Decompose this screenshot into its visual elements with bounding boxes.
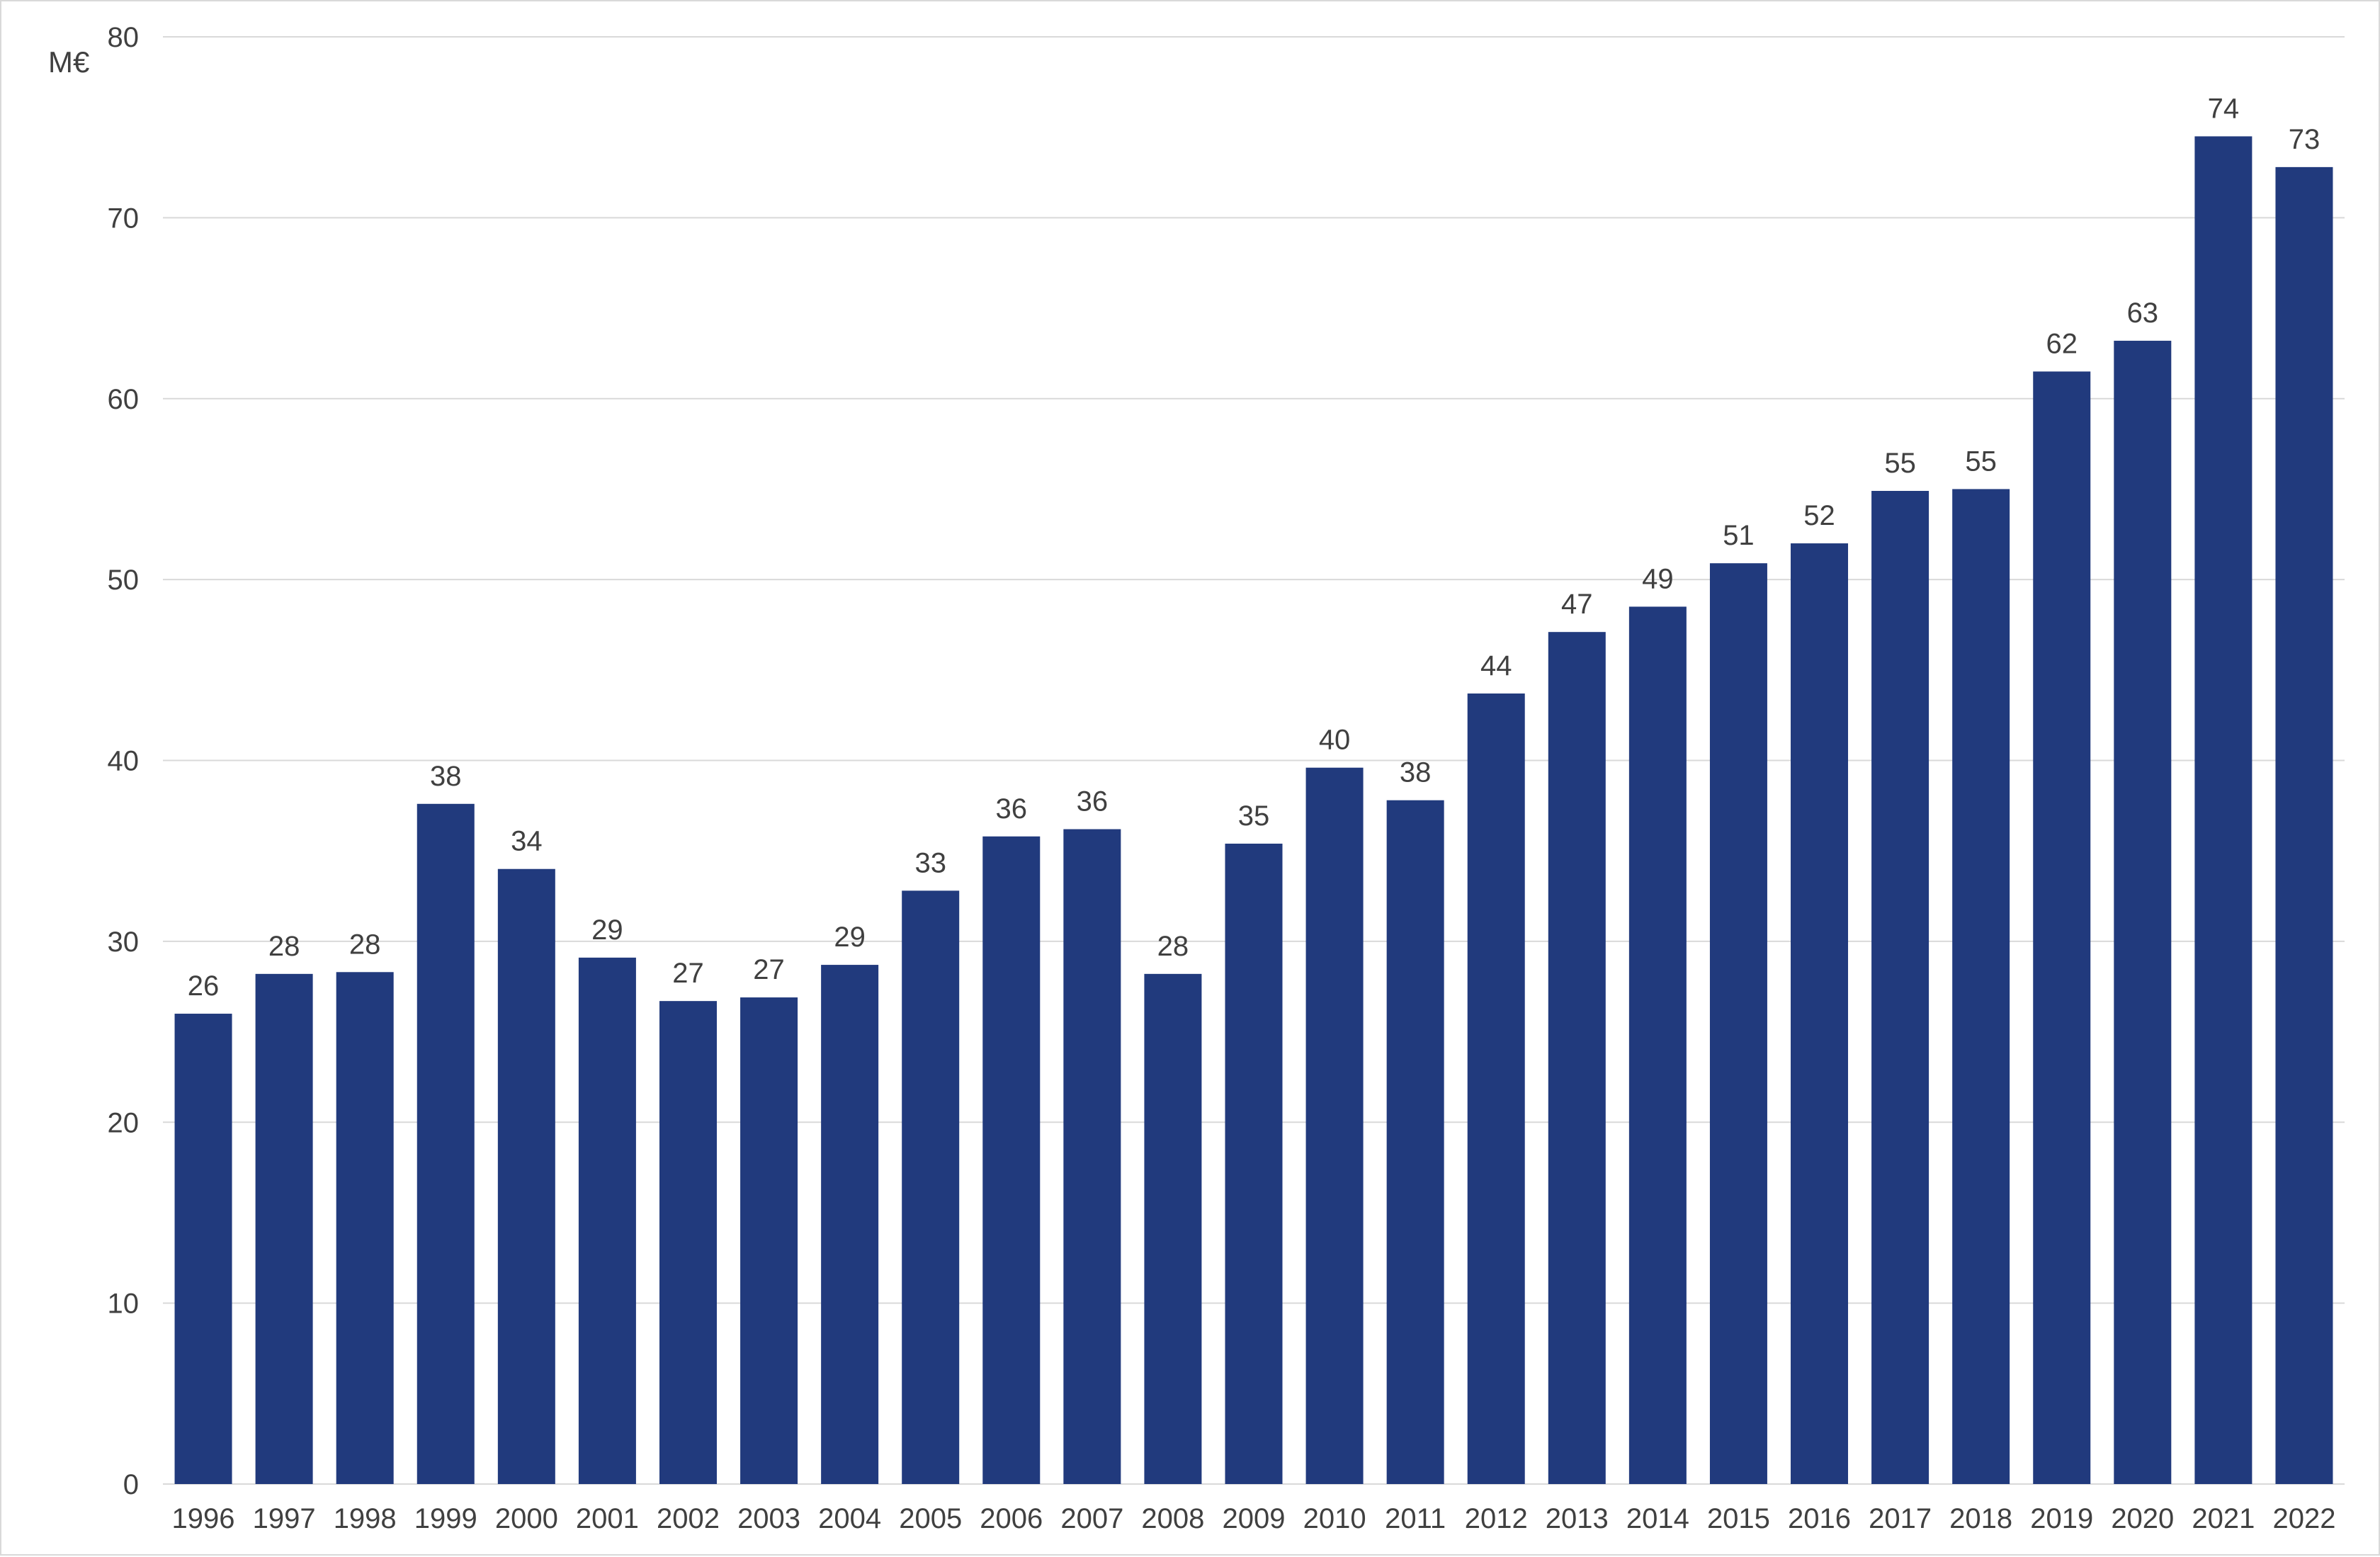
y-axis-unit-label: M€ <box>48 45 89 79</box>
x-tick-label-1999: 1999 <box>414 1503 477 1534</box>
data-label-2014: 49 <box>1642 563 1674 594</box>
data-label-2015: 51 <box>1723 520 1755 551</box>
data-label-2012: 44 <box>1480 650 1512 681</box>
data-label-2001: 29 <box>591 915 623 946</box>
y-tick-label: 20 <box>108 1107 140 1138</box>
bar-2011 <box>1386 800 1444 1484</box>
bar-2010 <box>1305 767 1364 1484</box>
y-tick-label: 50 <box>108 565 140 596</box>
data-label-2005: 33 <box>914 847 946 878</box>
data-label-2000: 34 <box>511 826 543 857</box>
data-label-2007: 36 <box>1077 786 1109 817</box>
x-tick-label-2016: 2016 <box>1788 1503 1851 1534</box>
bar-2015 <box>1709 563 1767 1484</box>
y-axis-ticks: 0 10 20 30 40 50 60 70 80 <box>108 22 140 1500</box>
bar-1998 <box>336 972 394 1484</box>
data-label-2009: 35 <box>1238 800 1270 832</box>
bar-1999 <box>416 803 475 1484</box>
x-tick-label-2015: 2015 <box>1707 1503 1770 1534</box>
y-tick-label: 40 <box>108 746 140 777</box>
x-tick-label-2005: 2005 <box>899 1503 962 1534</box>
x-tick-label-2004: 2004 <box>818 1503 881 1534</box>
bar-2008 <box>1144 973 1202 1484</box>
bar-2019 <box>2033 371 2091 1484</box>
bar-2005 <box>902 890 960 1484</box>
bar-2007 <box>1063 829 1121 1484</box>
x-tick-label-1998: 1998 <box>334 1503 397 1534</box>
data-labels: 26 28 28 38 34 29 27 27 29 33 36 36 28 35 40 38 44 47 49 51… <box>188 93 2320 1002</box>
x-tick-label-2022: 2022 <box>2272 1503 2335 1534</box>
x-tick-label-1996: 1996 <box>172 1503 235 1534</box>
x-tick-label-2012: 2012 <box>1465 1503 1528 1534</box>
data-label-2022: 73 <box>2289 124 2320 155</box>
y-tick-label: 80 <box>108 22 140 53</box>
data-label-2011: 38 <box>1400 757 1432 788</box>
x-tick-label-2017: 2017 <box>1869 1503 1932 1534</box>
x-tick-label-2003: 2003 <box>737 1503 800 1534</box>
y-tick-label: 0 <box>123 1469 139 1500</box>
bar-2020 <box>2114 341 2172 1484</box>
data-label-1998: 28 <box>349 929 381 960</box>
bar-2002 <box>659 1001 717 1484</box>
data-label-1997: 28 <box>268 931 300 962</box>
x-tick-label-2013: 2013 <box>1546 1503 1609 1534</box>
data-label-2006: 36 <box>996 793 1028 825</box>
x-tick-label-2006: 2006 <box>980 1503 1043 1534</box>
data-label-1996: 26 <box>188 970 220 1002</box>
data-label-2017: 55 <box>1884 448 1916 479</box>
x-tick-label-1997: 1997 <box>253 1503 316 1534</box>
y-tick-label: 60 <box>108 384 140 415</box>
x-tick-label-2009: 2009 <box>1223 1503 1286 1534</box>
x-tick-label-2000: 2000 <box>495 1503 558 1534</box>
bar-2001 <box>578 957 636 1484</box>
data-label-2003: 27 <box>753 954 785 985</box>
bar-1997 <box>255 973 313 1484</box>
bar-2009 <box>1225 843 1283 1484</box>
bar-2017 <box>1871 490 1930 1485</box>
bar-2000 <box>497 868 555 1484</box>
y-tick-label: 70 <box>108 203 140 234</box>
bar-2022 <box>2275 166 2333 1484</box>
data-label-2020: 63 <box>2127 298 2159 329</box>
x-tick-label-2014: 2014 <box>1626 1503 1689 1534</box>
data-label-2008: 28 <box>1157 931 1189 962</box>
x-tick-label-2007: 2007 <box>1060 1503 1123 1534</box>
bar-1996 <box>174 1014 232 1484</box>
data-label-1999: 38 <box>430 761 462 792</box>
bar-2006 <box>982 836 1041 1484</box>
x-tick-label-2019: 2019 <box>2030 1503 2093 1534</box>
bar-2013 <box>1548 632 1606 1484</box>
x-axis-ticks: 1996 1997 1998 1999 2000 2001 2002 2003 2004 2005… <box>172 1503 2336 1534</box>
bar-2016 <box>1791 543 1849 1484</box>
data-label-2010: 40 <box>1319 725 1351 756</box>
x-tick-label-2010: 2010 <box>1303 1503 1366 1534</box>
x-tick-label-2001: 2001 <box>576 1503 639 1534</box>
bar-2014 <box>1628 606 1687 1484</box>
bar-2021 <box>2194 136 2252 1484</box>
bar-2012 <box>1467 693 1525 1484</box>
data-label-2002: 27 <box>672 958 704 989</box>
y-tick-label: 30 <box>108 927 140 958</box>
data-label-2013: 47 <box>1561 589 1593 620</box>
y-tick-label: 10 <box>108 1289 140 1320</box>
x-tick-label-2002: 2002 <box>657 1503 720 1534</box>
bars <box>174 136 2333 1485</box>
bar-2004 <box>821 965 879 1484</box>
data-label-2018: 55 <box>1965 446 1997 477</box>
bar-2018 <box>1952 489 2010 1484</box>
data-label-2021: 74 <box>2208 93 2240 124</box>
x-tick-label-2021: 2021 <box>2192 1503 2255 1534</box>
x-tick-label-2020: 2020 <box>2111 1503 2174 1534</box>
bar-2003 <box>740 997 798 1484</box>
data-label-2019: 62 <box>2046 328 2078 359</box>
x-tick-label-2011: 2011 <box>1385 1503 1446 1534</box>
x-tick-label-2008: 2008 <box>1141 1503 1204 1534</box>
data-label-2016: 52 <box>1803 500 1835 531</box>
data-label-2004: 29 <box>834 922 866 953</box>
x-tick-label-2018: 2018 <box>1949 1503 2012 1534</box>
